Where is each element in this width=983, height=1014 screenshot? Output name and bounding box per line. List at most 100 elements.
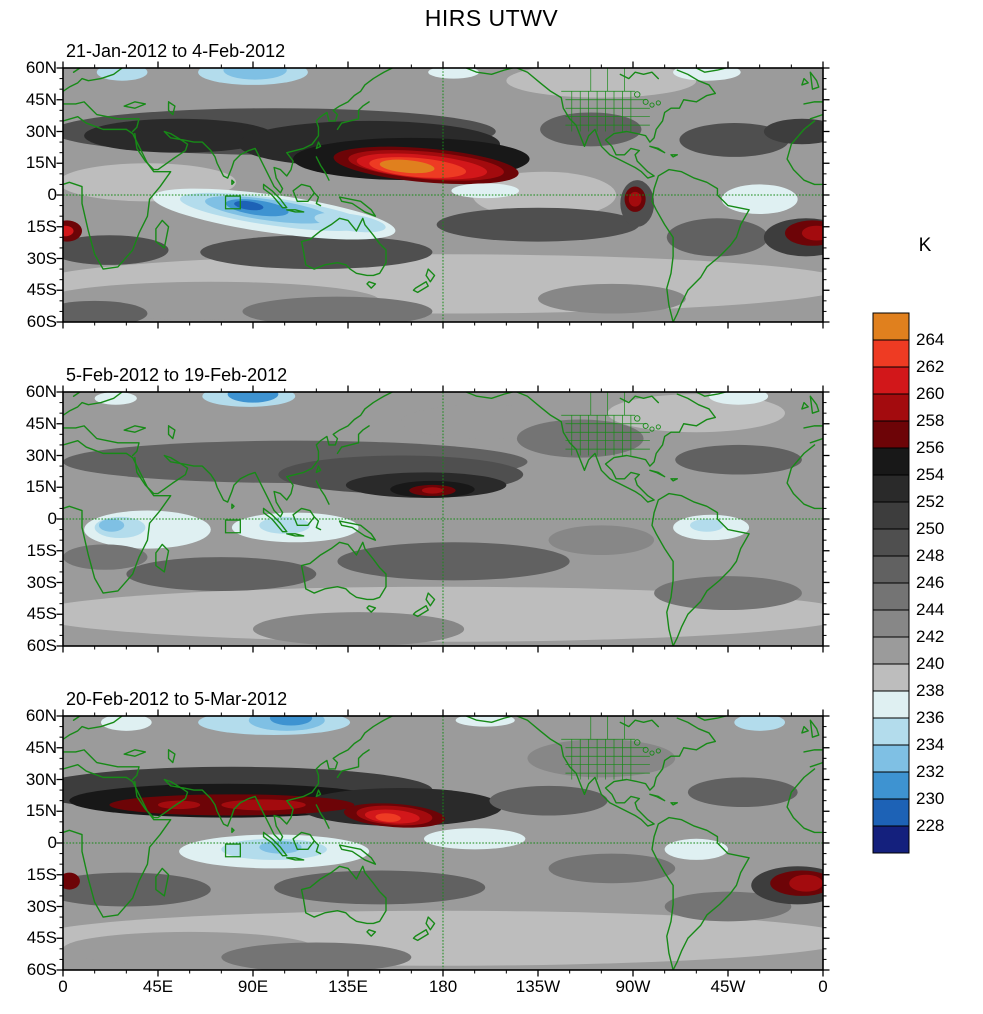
- lakes: [634, 740, 660, 755]
- colorbar-swatch: [872, 609, 910, 638]
- colorbar-tick-label: 238: [916, 681, 945, 700]
- figure-title: HIRS UTWV: [424, 5, 559, 31]
- colorbar-swatch: [872, 420, 910, 449]
- lat-tick-label: 30N: [25, 445, 57, 465]
- map-area: [63, 68, 823, 322]
- coastlines: [63, 716, 823, 970]
- map-frame: [62, 391, 824, 647]
- lat-tick-label: 45S: [26, 280, 57, 300]
- colorbar-swatch: [872, 798, 910, 827]
- colorbar-swatch: [872, 474, 910, 503]
- colorbar-tick-label: 244: [916, 600, 945, 619]
- colorbar-tick-label: 250: [916, 519, 945, 538]
- colorbar-tick-label: 252: [916, 492, 945, 511]
- colorbar-swatch: [872, 663, 910, 692]
- lat-tick-label: 0: [47, 833, 57, 852]
- reference-lines: [63, 68, 823, 322]
- roi-box: [226, 520, 241, 533]
- lat-tick-label: 15S: [26, 864, 57, 884]
- colorbar-tick-label: 258: [916, 411, 945, 430]
- roi-box: [226, 844, 241, 857]
- map-panel-3: [56, 709, 830, 977]
- lat-tick-label: 15S: [26, 540, 57, 560]
- lon-tick-label: 0: [818, 977, 828, 996]
- panel-title: 5-Feb-2012 to 19-Feb-2012: [66, 365, 288, 385]
- colorbar-swatch: [872, 744, 910, 773]
- lon-tick-label: 135W: [515, 977, 561, 996]
- lat-tick-label: 15N: [25, 477, 57, 497]
- colorbar-tick-label: 240: [916, 654, 945, 673]
- lat-tick-label: 60N: [25, 382, 57, 401]
- lat-tick-label: 30S: [26, 896, 57, 916]
- lat-tick-label: 60S: [26, 312, 57, 331]
- colorbar-tick-label: 264: [916, 330, 945, 349]
- lat-tick-label: 45N: [25, 737, 57, 757]
- colorbar-tick-label: 246: [916, 573, 945, 592]
- contour-field: [63, 68, 823, 322]
- colorbar-swatch: [872, 312, 910, 341]
- colorbar-tick-label: 230: [916, 789, 945, 808]
- lat-tick-label: 60S: [26, 960, 57, 979]
- lat-tick-label: 60S: [26, 636, 57, 655]
- map-panel-1: [56, 61, 830, 329]
- lat-tick-label: 15N: [25, 801, 57, 821]
- colorbar-swatch: [872, 771, 910, 800]
- map-frame: [62, 67, 824, 323]
- lon-tick-label: 45E: [142, 977, 174, 996]
- map-area: [63, 716, 823, 970]
- colorbar-swatch: [872, 501, 910, 530]
- lat-tick-label: 45N: [25, 89, 57, 109]
- state-borders: [561, 716, 650, 780]
- colorbar-swatch: [872, 717, 910, 746]
- colorbar-swatch: [872, 447, 910, 476]
- lon-tick-label: 180: [428, 977, 458, 996]
- lakes: [634, 92, 660, 107]
- reference-lines: [63, 392, 823, 646]
- panel-title: 21-Jan-2012 to 4-Feb-2012: [66, 41, 286, 61]
- coastlines: [63, 392, 823, 646]
- lat-tick-label: 0: [47, 185, 57, 204]
- lat-tick-label: 0: [47, 509, 57, 528]
- colorbar-tick-label: 256: [916, 438, 945, 457]
- colorbar-swatch: [872, 528, 910, 557]
- map-area: [63, 392, 823, 646]
- lat-tick-label: 30S: [26, 248, 57, 268]
- colorbar-unit-label: K: [918, 235, 932, 256]
- colorbar-swatch: [872, 690, 910, 719]
- lon-tick-label: 0: [58, 977, 68, 996]
- lat-tick-label: 15N: [25, 153, 57, 173]
- colorbar: [872, 312, 910, 854]
- colorbar-tick-label: 248: [916, 546, 945, 565]
- lat-tick-label: 30S: [26, 572, 57, 592]
- colorbar-swatch: [872, 636, 910, 665]
- roi-box: [226, 196, 241, 209]
- colorbar-tick-label: 232: [916, 762, 945, 781]
- colorbar-swatch: [872, 555, 910, 584]
- state-borders: [561, 68, 650, 132]
- lat-tick-label: 30N: [25, 769, 57, 789]
- lon-tick-label: 90W: [615, 977, 651, 996]
- reference-lines: [63, 716, 823, 970]
- lon-tick-label: 45W: [710, 977, 746, 996]
- colorbar-tick-label: 260: [916, 384, 945, 403]
- lat-tick-label: 45N: [25, 413, 57, 433]
- colorbar-tick-label: 262: [916, 357, 945, 376]
- coastlines: [63, 68, 823, 322]
- colorbar-tick-label: 254: [916, 465, 945, 484]
- colorbar-tick-label: 228: [916, 816, 945, 835]
- lon-tick-label: 90E: [237, 977, 269, 996]
- panel-title: 20-Feb-2012 to 5-Mar-2012: [66, 689, 288, 709]
- contour-field: [63, 716, 823, 970]
- lat-tick-label: 45S: [26, 604, 57, 624]
- colorbar-swatch: [872, 339, 910, 368]
- lat-tick-label: 45S: [26, 928, 57, 948]
- lat-tick-label: 15S: [26, 216, 57, 236]
- colorbar-tick-label: 236: [916, 708, 945, 727]
- colorbar-tick-label: 234: [916, 735, 945, 754]
- colorbar-swatch: [872, 393, 910, 422]
- lat-tick-label: 60N: [25, 706, 57, 725]
- lat-tick-label: 30N: [25, 121, 57, 141]
- colorbar-swatch: [872, 825, 910, 854]
- lakes: [634, 416, 660, 431]
